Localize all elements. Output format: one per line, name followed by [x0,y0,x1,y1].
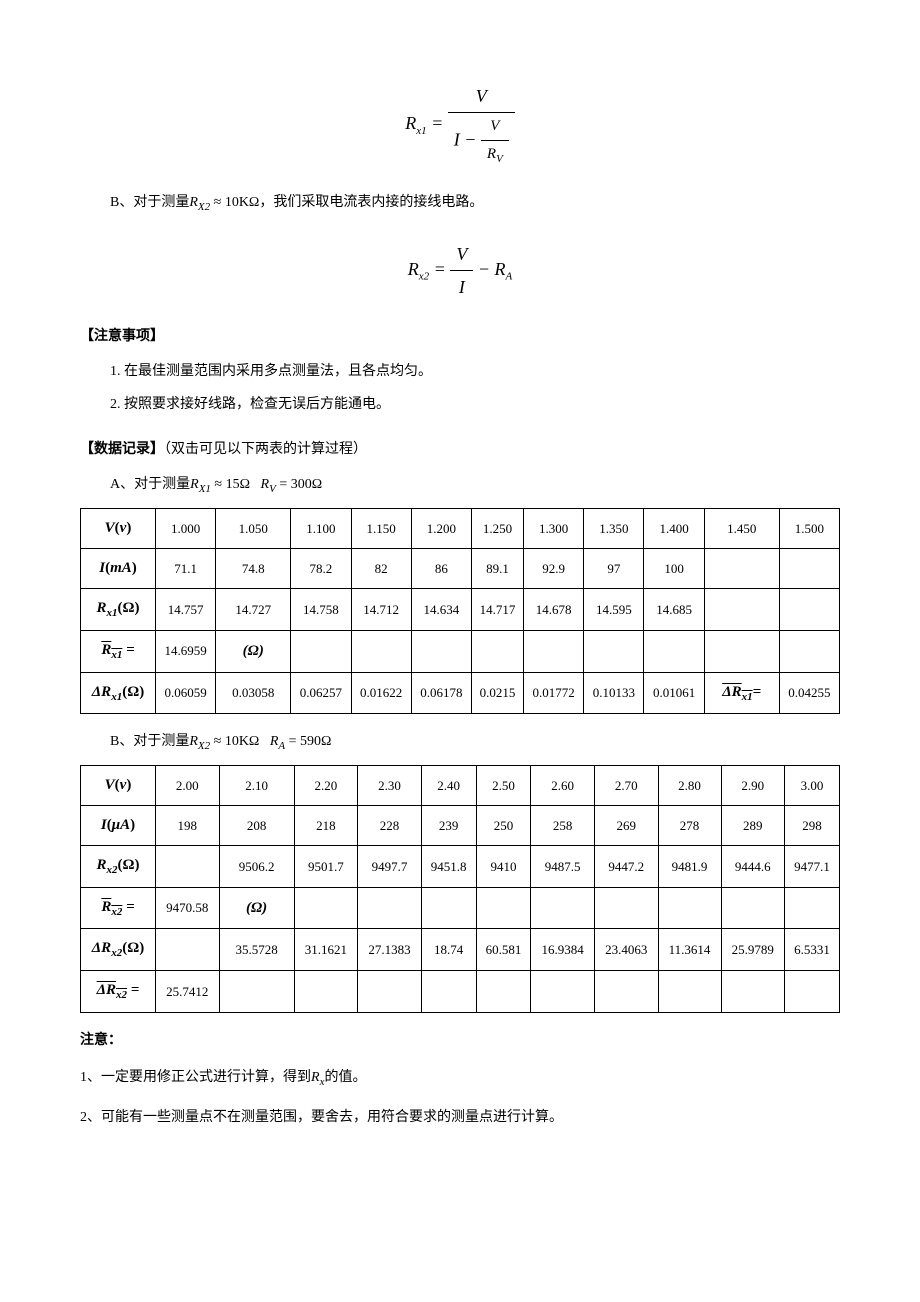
line-b-text: B、对于测量RX2 ≈ 10KΩ，我们采取电流表内接的接线电路。 [110,190,840,218]
table-row: Rx1(Ω) 14.75714.72714.75814.71214.63414.… [81,588,840,630]
table-row: Rx1 = 14.6959(Ω) [81,630,840,672]
table-row: Rx2 = 9470.58(Ω) [81,887,840,929]
formula-rx2: Rx2 = VI − RA [80,238,840,304]
formula-rx1: Rx1 = V I − VRV [80,80,840,170]
data-table-a: V(v) 1.0001.0501.1001.1501.2001.2501.300… [80,508,840,714]
table-row: V(v) 2.002.102.202.302.402.502.602.702.8… [81,765,840,805]
table-b-heading: B、对于测量RX2 ≈ 10KΩ RA = 590Ω [110,729,840,757]
table-row: I(mA) 71.174.878.2828689.192.997100 [81,548,840,588]
table-row: ΔRx2(Ω) 35.572831.162127.138318.7460.581… [81,929,840,971]
note-item-1: 1、一定要用修正公式进行计算，得到Rx的值。 [80,1065,840,1093]
table-row: Rx2(Ω) 9506.29501.79497.79451.894109487.… [81,845,840,887]
table-row: ΔRx2 = 25.7412 [81,971,840,1013]
section-data-title: 【数据记录】（双击可见以下两表的计算过程） [80,437,840,462]
table-row: I(μA) 198208218228239250258269278289298 [81,805,840,845]
table-row: ΔRx1(Ω) 0.060590.030580.062570.016220.06… [81,672,840,714]
notice-item-1: 1. 在最佳测量范围内采用多点测量法，且各点均匀。 [110,359,840,384]
section-notice-title: 【注意事项】 [80,324,840,349]
note-item-2: 2、可能有一些测量点不在测量范围，要舍去，用符合要求的测量点进行计算。 [80,1105,840,1130]
note-title: 注意： [80,1028,840,1053]
notice-item-2: 2. 按照要求接好线路，检查无误后方能通电。 [110,392,840,417]
table-a-heading: A、对于测量RX1 ≈ 15Ω RV = 300Ω [110,472,840,500]
table-row: V(v) 1.0001.0501.1001.1501.2001.2501.300… [81,508,840,548]
data-table-b: V(v) 2.002.102.202.302.402.502.602.702.8… [80,765,840,1013]
